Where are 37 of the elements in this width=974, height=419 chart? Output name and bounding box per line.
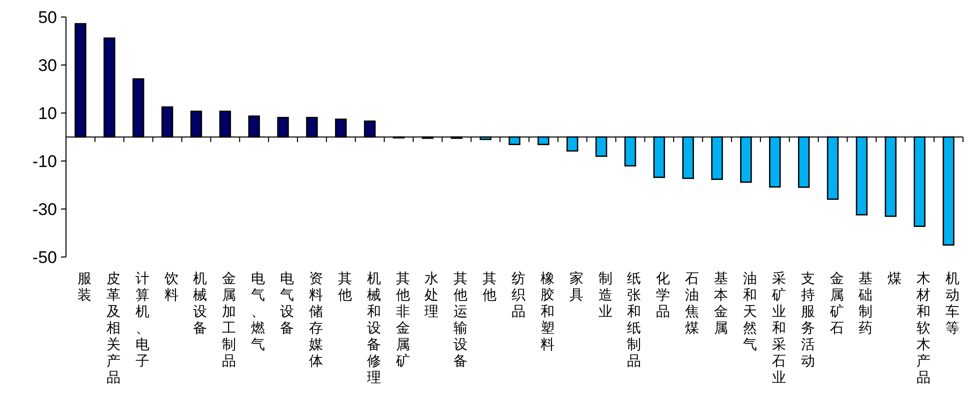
x-tick-label: 水处理 xyxy=(424,271,439,320)
x-tick-label: 机械设备 xyxy=(193,271,208,336)
x-tick-label: 家具 xyxy=(569,271,584,304)
x-tick-label: 机动车等 xyxy=(946,271,960,336)
x-tick-label: 橡胶和塑料 xyxy=(540,271,554,353)
x-tick-label: 支持服务活动 xyxy=(800,271,815,370)
x-tick-label: 化学品 xyxy=(656,271,670,320)
x-tick-label: 其他 xyxy=(338,271,352,304)
x-tick-label: 其他 xyxy=(482,271,497,304)
x-tick-label: 金属矿石 xyxy=(828,271,844,336)
y-tick-label: -30 xyxy=(32,200,57,219)
x-tick-label: 机械和设备修理 xyxy=(366,271,381,386)
x-tick-label: 计算机、电子 xyxy=(135,271,150,370)
x-tick-label: 其他运输设备 xyxy=(454,271,468,370)
x-tick-label: 服装 xyxy=(77,271,92,304)
x-tick-label: 电气、燃气 xyxy=(251,271,266,353)
y-tick-label: -50 xyxy=(32,248,57,267)
x-tick-label: 油和天然气 xyxy=(742,271,757,353)
x-tick-label: 资料储存媒体 xyxy=(308,271,323,370)
x-tick-label: 金属加工制品 xyxy=(222,271,236,370)
x-tick-label: 石油焦煤 xyxy=(685,271,700,336)
y-tick-label: 10 xyxy=(38,104,57,123)
x-tick-label: 纸张和纸制品 xyxy=(627,271,642,370)
x-tick-label: 皮革及相关产品 xyxy=(106,271,120,386)
x-tick-label: 饮料 xyxy=(163,271,178,304)
x-tick-label: 木材和软木产品 xyxy=(916,271,931,386)
x-tick-label: 制造业 xyxy=(598,271,612,320)
x-tick-label: 其他非金属矿 xyxy=(394,271,410,370)
x-tick-label: 基础制药 xyxy=(858,271,873,336)
y-tick-label: -10 xyxy=(32,152,57,171)
x-tick-label: 煤 xyxy=(888,271,902,287)
y-tick-label: 50 xyxy=(38,8,57,27)
x-tick-label: 电气设备 xyxy=(280,271,294,336)
x-tick-label: 基本金属 xyxy=(714,271,728,336)
x-tick-label: 采矿业和采石业 xyxy=(770,271,786,386)
x-tick-label: 纺织品 xyxy=(512,271,526,320)
y-tick-label: 30 xyxy=(38,56,57,75)
